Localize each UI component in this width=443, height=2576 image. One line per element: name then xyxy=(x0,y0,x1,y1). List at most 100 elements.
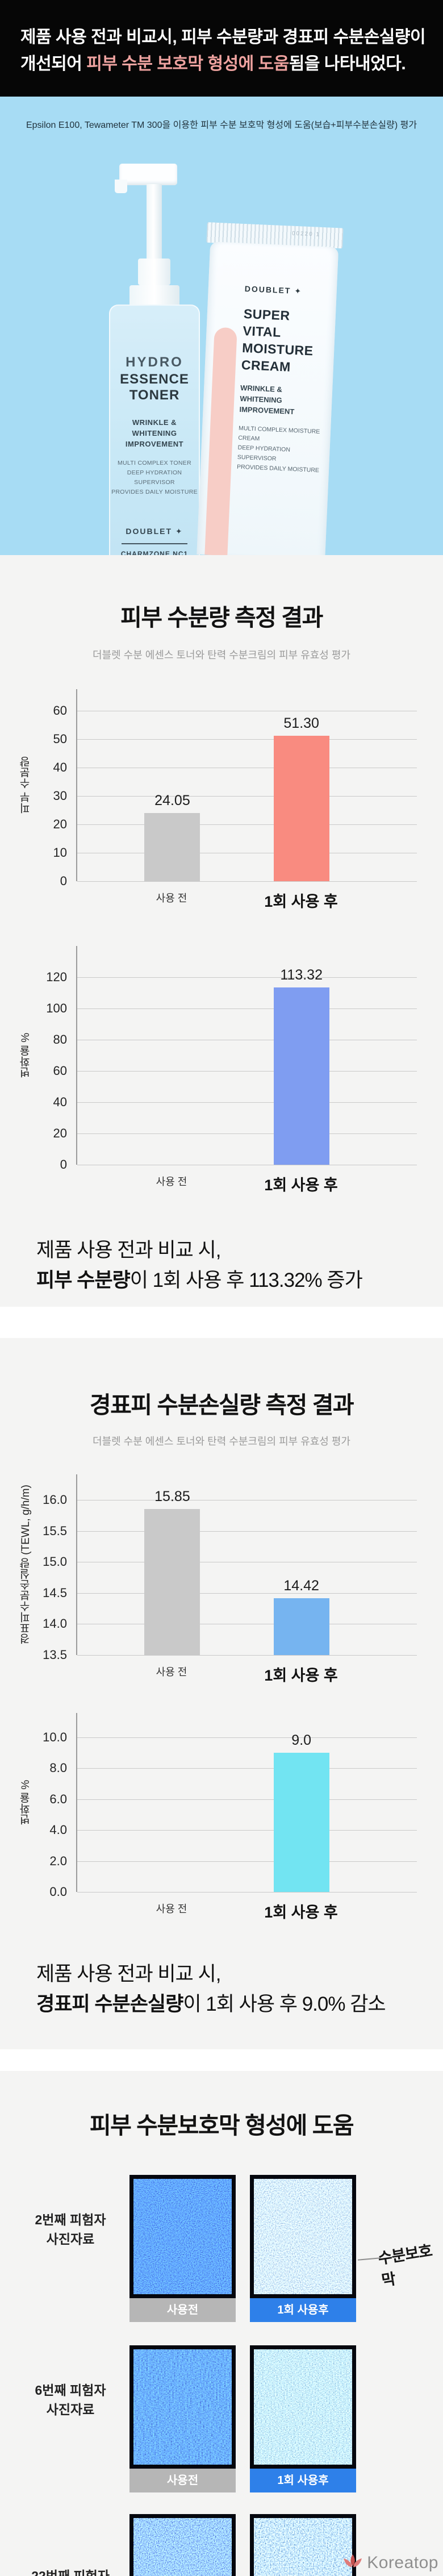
toner-name-1: HYDRO xyxy=(126,355,183,370)
bar-value-label: 113.32 xyxy=(280,967,323,983)
y-tick-label: 4.0 xyxy=(49,1823,67,1837)
micro-photo-before xyxy=(129,2175,236,2298)
x-axis-label: 사용 전 xyxy=(156,893,187,904)
lotus-icon xyxy=(344,2554,362,2567)
y-tick-label: 15.0 xyxy=(43,1554,67,1569)
y-tick-label: 80 xyxy=(53,1032,67,1047)
annotation-barrier: 수분보호막 xyxy=(377,2242,433,2290)
section-barrier-photos: 피부 수분보호막 형성에 도움 2번째 피험자 사진자료 사용전 1회 사용후 수… xyxy=(0,2071,443,2576)
y-tick-label: 20 xyxy=(53,817,67,831)
y-tick-label: 15.5 xyxy=(43,1523,67,1538)
cream-sub: WRINKLE & WHITENING IMPROVEMENT xyxy=(239,383,295,416)
pump-head xyxy=(119,164,177,185)
gridline xyxy=(77,977,417,978)
x-axis-label: 사용 전 xyxy=(156,1176,187,1187)
toner-bottle: HYDRO ESSENCE TONER WRINKLE & WHITENING I… xyxy=(109,164,200,555)
chart-plot-area: 9.0 xyxy=(76,1713,417,1893)
pump-stem xyxy=(147,184,162,259)
gridline xyxy=(77,1830,417,1831)
bar-value-label: 9.0 xyxy=(291,1732,312,1749)
summary-line2: 개선되어 피부 수분 보호막 형성에 도움됨을 나타내었다. xyxy=(20,55,406,73)
gridline xyxy=(77,796,417,797)
subject-caption: 2번째 피험자 사진자료 xyxy=(35,2212,106,2246)
toner-footer: CHARMZONE NC1 xyxy=(120,550,189,555)
bottle-body: HYDRO ESSENCE TONER WRINKLE & WHITENING I… xyxy=(109,305,200,555)
cream-name: SUPER VITAL MOISTURE CREAM xyxy=(241,306,314,374)
chart-bar xyxy=(273,987,329,1165)
section-title: 피부 수분량 측정 결과 xyxy=(120,605,323,631)
before-label: 사용전 xyxy=(129,2469,236,2492)
subject-caption: 6번째 피험자 사진자료 xyxy=(35,2383,106,2417)
gridline xyxy=(77,1531,417,1532)
tewl-chart: 경표피수분손실량 (TEWL, g/h/m) 15.85 14.42 13.5 14.0… xyxy=(3,1474,417,1690)
y-tick-label: 8.0 xyxy=(49,1761,67,1775)
x-axis-label: 1회 사용 후 xyxy=(264,1177,338,1194)
x-axis-labels: 사용 전 1회 사용 후 xyxy=(76,881,417,916)
chart-bar xyxy=(144,1509,200,1655)
y-tick-label: 60 xyxy=(53,703,67,718)
summary-header: 제품 사용 전과 비교시, 피부 수분량과 경표피 수분손실량이 개선되어 피부… xyxy=(0,0,443,97)
gridline xyxy=(77,1133,417,1134)
toner-sub: WRINKLE & WHITENING IMPROVEMENT xyxy=(125,418,184,448)
chart-plot-area: 15.85 14.42 xyxy=(76,1474,417,1656)
gridline xyxy=(77,1655,417,1656)
section-title: 피부 수분보호막 형성에 도움 xyxy=(89,2112,354,2139)
subject-caption: 22번째 피험자 xyxy=(31,2569,110,2576)
x-axis-label: 사용 전 xyxy=(156,1903,187,1915)
y-tick-label: 10.0 xyxy=(43,1730,67,1744)
chart-bar xyxy=(273,1753,329,1892)
bar-value-label: 14.42 xyxy=(283,1577,319,1594)
y-tick-label: 14.0 xyxy=(43,1616,67,1631)
section-tewl: 경표피 수분손실량 측정 결과 더블렛 수분 에센스 토너와 탄력 수분크림의 … xyxy=(0,1338,443,2049)
micro-photo-after xyxy=(250,2514,356,2576)
x-axis-labels: 사용 전 1회 사용 후 xyxy=(76,1655,417,1690)
gridline xyxy=(77,1768,417,1769)
y-tick-label: 40 xyxy=(53,760,67,774)
chart-bar xyxy=(273,735,329,881)
section-title: 경표피 수분손실량 측정 결과 xyxy=(89,1392,354,1418)
divider xyxy=(122,543,187,544)
after-label: 1회 사용후 xyxy=(250,2298,356,2322)
tube-code: 00220 1 xyxy=(291,230,321,238)
pink-stripe xyxy=(204,327,237,555)
gridline xyxy=(77,1102,417,1103)
watermark-text: Koreatop xyxy=(367,2553,438,2572)
annotation-line xyxy=(357,2257,381,2261)
conclusion-tewl: 제품 사용 전과 비교 시, 경표피 수분손실량이 1회 사용 후 9.0% 감… xyxy=(36,1963,386,2015)
x-axis-labels: 사용 전 1회 사용 후 xyxy=(76,1165,417,1200)
cream-tube: 00220 1 DOUBLET ✦ SUPER VITAL MOISTURE CRE… xyxy=(193,222,344,555)
x-axis-label: 1회 사용 후 xyxy=(264,893,338,910)
gridline xyxy=(77,881,417,882)
y-tick-label: 30 xyxy=(53,789,67,803)
chart-plot-area: 113.32 xyxy=(76,946,417,1165)
y-tick-label: 14.5 xyxy=(43,1585,67,1600)
x-axis-label: 사용 전 xyxy=(156,1666,187,1678)
y-tick-label: 40 xyxy=(53,1095,67,1109)
section-gap xyxy=(0,2049,443,2071)
gridline xyxy=(77,1593,417,1594)
y-tick-label: 2.0 xyxy=(49,1853,67,1868)
y-tick-label: 0.0 xyxy=(49,1885,67,1899)
gridline xyxy=(77,1737,417,1738)
y-tick-label: 0 xyxy=(60,874,67,888)
y-tick-label: 120 xyxy=(46,970,67,984)
summary-line1: 제품 사용 전과 비교시, 피부 수분량과 경표피 수분손실량이 xyxy=(20,28,426,47)
toner-name-2: ESSENCE TONER xyxy=(120,372,189,403)
x-axis-label: 1회 사용 후 xyxy=(264,1904,338,1921)
toner-brand-logo: DOUBLET ✦ xyxy=(126,527,183,536)
product-hero: Epsilon E100, Tewameter TM 300을 이용한 피부 수… xyxy=(0,97,443,555)
tewl-change-rate-chart: 변화율 % 9.0 0.0 2.0 4.0 6.0 8.0 10.0 사용 전 1회 사용 후 xyxy=(3,1713,417,1927)
gridline xyxy=(77,1071,417,1072)
micro-photo-before xyxy=(129,2345,236,2469)
tube-text: DOUBLET ✦ SUPER VITAL MOISTURE CREAM WRINK… xyxy=(237,284,330,476)
highlight-text: 피부 수분 보호막 형성에 도움 xyxy=(86,55,289,73)
chart-bar xyxy=(144,812,200,881)
pump-spout xyxy=(115,180,127,193)
bottle-neck xyxy=(129,285,179,306)
toner-desc: MULTI COMPLEX TONER DEEP HYDRATION SUPERV… xyxy=(111,460,198,495)
section-subtitle: 더블렛 수분 에센스 토너와 탄력 수분크림의 피부 유효성 평가 xyxy=(92,649,350,661)
gridline xyxy=(77,824,417,825)
bar-value-label: 15.85 xyxy=(154,1489,190,1505)
y-tick-label: 60 xyxy=(53,1064,67,1078)
gridline xyxy=(77,1008,417,1009)
